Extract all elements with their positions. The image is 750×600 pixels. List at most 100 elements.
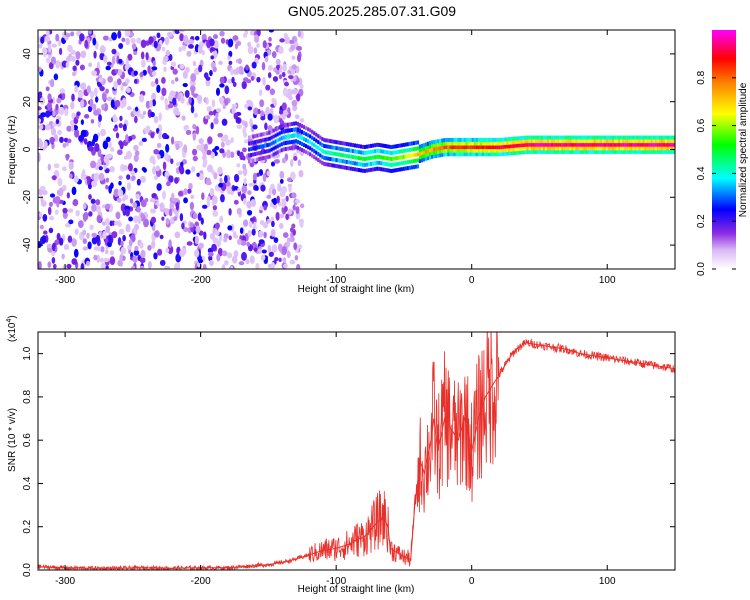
spectrogram-signal-cell bbox=[524, 146, 527, 151]
spectrogram-signal-cell bbox=[567, 142, 570, 147]
spectrogram-noise-cell bbox=[38, 66, 42, 72]
spectrogram-signal-cell bbox=[374, 161, 377, 166]
spectrogram-noise-cell bbox=[221, 264, 226, 269]
spectrogram-signal-cell bbox=[264, 131, 267, 136]
spectrogram-signal-cell bbox=[577, 142, 580, 147]
spectrogram-signal-cell bbox=[270, 141, 273, 146]
spectrogram-noise-cell bbox=[48, 227, 54, 234]
spectrogram-signal-cell bbox=[557, 139, 560, 144]
spectrogram-signal-cell bbox=[400, 167, 403, 172]
spectrogram-noise-cell bbox=[287, 107, 291, 114]
spectrogram-signal-cell bbox=[475, 137, 478, 142]
spectrogram-signal-cell bbox=[363, 144, 367, 149]
spectrogram-signal-cell bbox=[333, 145, 336, 150]
spectrogram-noise-cell bbox=[179, 63, 185, 69]
snr-y-tick-label: 1.0 bbox=[22, 346, 33, 360]
spectrogram-signal-cell bbox=[538, 139, 541, 144]
spectrogram-signal-cell bbox=[516, 139, 519, 144]
spectrogram-signal-cell bbox=[461, 152, 464, 157]
spectrogram-noise-cell bbox=[162, 161, 167, 171]
spectrogram-signal-cell bbox=[343, 141, 346, 146]
spectrogram-noise-cell bbox=[206, 198, 211, 208]
spectrogram-signal-cell bbox=[583, 146, 586, 151]
spectrogram-signal-cell bbox=[457, 145, 460, 150]
spectrogram-noise-cell bbox=[140, 249, 146, 259]
spectrogram-noise-cell bbox=[183, 35, 189, 45]
spectrogram-noise-cell bbox=[132, 201, 138, 209]
spectrogram-signal-cell bbox=[563, 139, 566, 144]
spectrogram-signal-cell bbox=[504, 141, 507, 146]
spectrogram-noise-cell bbox=[183, 144, 188, 153]
spectrogram-signal-cell bbox=[534, 142, 537, 147]
spectrogram-signal-cell bbox=[248, 153, 251, 158]
spectrogram-noise-cell bbox=[112, 127, 118, 132]
spectrogram-signal-cell bbox=[483, 141, 487, 146]
spectrogram-noise-cell bbox=[166, 181, 171, 187]
spectrogram-noise-cell bbox=[125, 87, 131, 93]
spectrogram-signal-cell bbox=[512, 136, 515, 141]
spectrogram-noise-cell bbox=[151, 92, 157, 102]
spectrogram-signal-cell bbox=[644, 139, 647, 144]
spectrogram-noise-cell bbox=[167, 104, 174, 109]
spectrogram-noise-cell bbox=[90, 119, 95, 124]
colorbar-ticks: 0.00.20.40.60.8 bbox=[696, 70, 736, 276]
spectrogram-signal-cell bbox=[550, 142, 554, 147]
spectrogram-signal-cell bbox=[307, 127, 310, 132]
snr-multiplier-exp: 4 bbox=[6, 319, 13, 323]
spectrogram-noise-cell bbox=[212, 210, 219, 217]
spectrogram-noise-cell bbox=[210, 151, 216, 159]
spectrogram-noise-cell bbox=[209, 187, 215, 197]
spectrogram-noise-cell bbox=[191, 81, 197, 86]
spectrogram-noise-cell bbox=[231, 255, 238, 264]
spectrogram-noise-cell bbox=[198, 138, 204, 145]
spectrogram-signal-cell bbox=[620, 135, 623, 140]
spectrogram-signal-cell bbox=[514, 147, 517, 152]
spectrogram-signal-cell bbox=[536, 135, 539, 140]
spectrogram-signal-cell bbox=[542, 135, 546, 140]
spectrogram-signal-cell bbox=[524, 139, 527, 144]
spectrogram-signal-cell bbox=[477, 148, 481, 153]
spectrogram-signal-cell bbox=[431, 154, 434, 159]
spectrogram-signal-cell bbox=[439, 138, 442, 143]
spectrogram-signal-cell bbox=[311, 153, 314, 158]
spectrogram-signal-cell bbox=[370, 149, 373, 154]
spectrogram-noise-cell bbox=[243, 177, 247, 186]
spectrogram-signal-cell bbox=[278, 143, 281, 148]
spectrogram-signal-cell bbox=[670, 142, 674, 147]
spectrogram-noise-cell bbox=[286, 250, 291, 258]
spectrogram-signal-cell bbox=[437, 150, 440, 155]
spectrogram-noise-cell bbox=[121, 196, 126, 202]
spectrogram-noise-cell bbox=[286, 239, 291, 248]
spectrogram-signal-cell bbox=[341, 147, 344, 152]
spectrogram-noise-cell bbox=[255, 185, 259, 191]
spectrogram-signal-cell bbox=[382, 161, 385, 166]
spectrogram-signal-cell bbox=[351, 149, 354, 154]
spectrogram-noise-cell bbox=[246, 241, 251, 247]
spectrogram-signal-cell bbox=[390, 169, 393, 174]
spectrogram-signal-cell bbox=[510, 144, 513, 149]
spectrogram-signal-cell bbox=[459, 145, 462, 150]
spectrogram-noise-cell bbox=[66, 263, 72, 269]
spectrogram-signal-cell bbox=[601, 146, 605, 151]
spectrogram-noise-cell bbox=[291, 192, 297, 199]
spectrogram-signal-cell bbox=[581, 135, 584, 140]
spectrogram-signal-cell bbox=[512, 147, 515, 152]
spectrogram-noise-cell bbox=[218, 182, 224, 188]
spectrogram-signal-cell bbox=[368, 156, 371, 161]
spectrogram-signal-cell bbox=[341, 165, 344, 170]
spectrogram-signal-cell bbox=[463, 148, 466, 153]
spectrogram-signal-cell bbox=[530, 142, 533, 147]
spectrogram-signal-cell bbox=[561, 146, 564, 151]
spectrogram-signal-cell bbox=[471, 148, 474, 153]
spectrogram-signal-cell bbox=[443, 145, 446, 150]
spectrogram-noise-cell bbox=[134, 245, 139, 252]
spectrogram-noise-cell bbox=[245, 64, 250, 71]
spectrogram-signal-cell bbox=[518, 150, 521, 155]
spectrogram-signal-cell bbox=[443, 148, 446, 153]
spectrogram-noise-cell bbox=[116, 197, 122, 203]
spectrogram-signal-cell bbox=[392, 168, 395, 173]
spectrogram-signal-cell bbox=[644, 142, 647, 147]
spectrogram-signal-cell bbox=[485, 137, 489, 142]
spectrogram-signal-cell bbox=[494, 148, 497, 153]
spectrogram-noise-cell bbox=[51, 122, 58, 127]
